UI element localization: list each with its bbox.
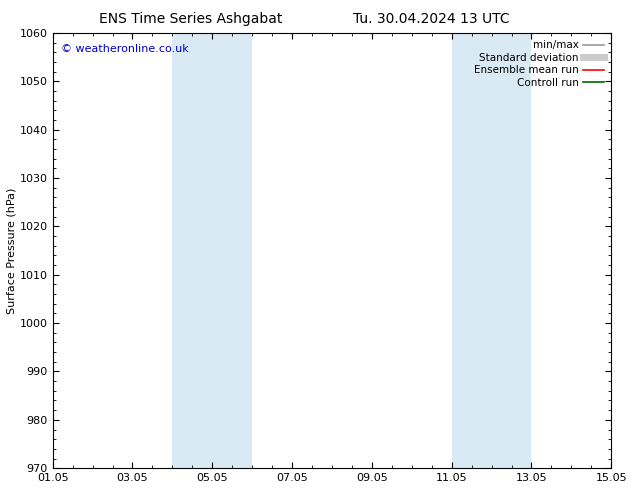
Bar bbox=[451, 33, 531, 468]
Y-axis label: Surface Pressure (hPa): Surface Pressure (hPa) bbox=[7, 187, 17, 314]
Legend: min/max, Standard deviation, Ensemble mean run, Controll run: min/max, Standard deviation, Ensemble me… bbox=[472, 38, 606, 90]
Text: © weatheronline.co.uk: © weatheronline.co.uk bbox=[61, 44, 189, 54]
Bar bbox=[172, 33, 252, 468]
Text: ENS Time Series Ashgabat: ENS Time Series Ashgabat bbox=[98, 12, 282, 26]
Text: Tu. 30.04.2024 13 UTC: Tu. 30.04.2024 13 UTC bbox=[353, 12, 510, 26]
